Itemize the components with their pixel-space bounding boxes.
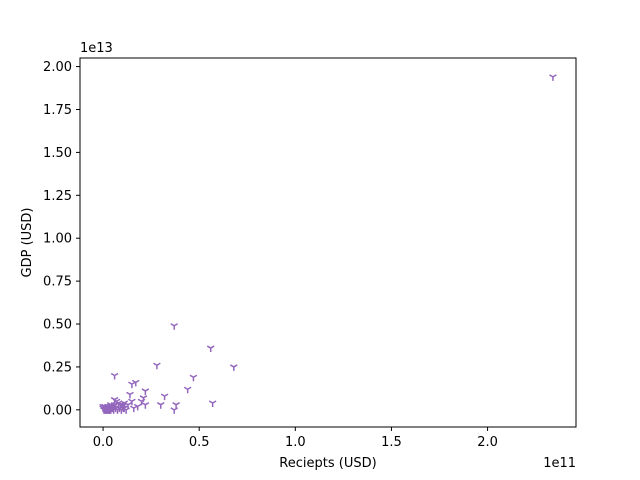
data-point (110, 396, 119, 404)
data-point (131, 379, 140, 387)
data-point (549, 74, 557, 81)
data-point (141, 388, 150, 395)
data-point (206, 345, 215, 353)
x-tick-label: 1.0 (285, 435, 306, 450)
x-tick-label: 2.0 (477, 435, 498, 450)
x-axis-label: Reciepts (USD) (279, 456, 376, 471)
y-tick-label: 1.50 (43, 146, 72, 161)
y-axis-offset-label: 1e13 (80, 41, 113, 56)
y-tick-label: 1.25 (43, 189, 72, 204)
y-tick-label: 2.00 (43, 60, 72, 75)
y-tick-label: 1.00 (43, 232, 72, 247)
data-point (120, 405, 129, 413)
data-point (183, 386, 192, 394)
data-point (208, 400, 217, 407)
data-point (128, 398, 136, 406)
data-point (170, 407, 179, 414)
y-tick-label: 0.25 (43, 360, 72, 375)
y-axis-label: GDP (USD) (20, 208, 35, 278)
points-layer (99, 74, 557, 414)
data-point (137, 398, 146, 406)
data-point (160, 393, 169, 401)
x-tick-label: 0.5 (189, 435, 210, 450)
x-tick-label: 0.0 (93, 435, 114, 450)
y-tick-label: 0.75 (43, 275, 72, 290)
y-tick-label: 0.50 (43, 318, 72, 333)
data-point (170, 323, 179, 330)
data-point (102, 405, 110, 413)
x-tick-label: 1.5 (381, 435, 402, 450)
data-point (229, 364, 238, 371)
data-point (110, 372, 119, 380)
data-point (126, 391, 134, 399)
data-point (129, 405, 138, 413)
y-tick-label: 0.00 (43, 403, 72, 418)
plot-area-frame (79, 57, 577, 428)
x-axis-ticks: 0.0 0.5 1.0 1.5 2.0 (93, 427, 498, 450)
y-axis-ticks: 0.00 0.25 0.50 0.75 1.00 1.25 1.50 1.75 2.00 (43, 60, 80, 418)
data-point (189, 374, 198, 382)
data-point (153, 362, 161, 370)
y-tick-label: 1.75 (43, 103, 72, 118)
data-point (156, 402, 165, 409)
x-axis-offset-label: 1e11 (543, 456, 576, 471)
data-point (141, 402, 150, 409)
